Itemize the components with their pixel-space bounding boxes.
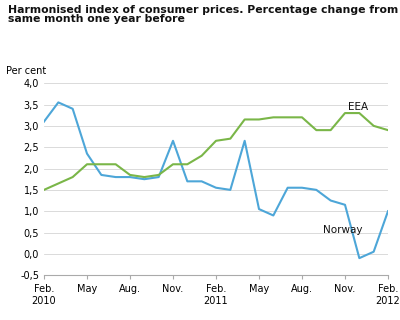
- Text: EEA: EEA: [348, 102, 368, 112]
- Text: Norway: Norway: [324, 225, 363, 236]
- Text: Harmonised index of consumer prices. Percentage change from the: Harmonised index of consumer prices. Per…: [8, 5, 400, 15]
- Text: Per cent: Per cent: [6, 66, 46, 76]
- Text: same month one year before: same month one year before: [8, 14, 185, 24]
